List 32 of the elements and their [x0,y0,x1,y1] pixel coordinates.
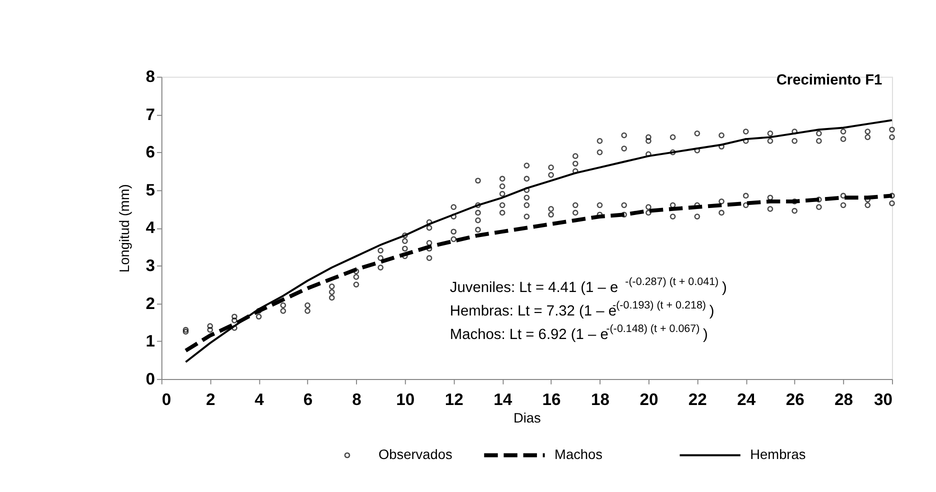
x-tick-label: 12 [444,390,464,409]
x-tick-label: 22 [688,390,707,409]
legend-label: Machos [554,447,603,462]
y-tick-label: 2 [146,294,156,313]
x-tick-label: 28 [834,390,854,409]
x-tick-label: 10 [396,390,415,409]
x-tick-label: 6 [303,390,313,409]
x-tick-label: 16 [542,390,561,409]
x-tick-label: 14 [494,390,513,409]
x-tick-label: 20 [640,390,658,409]
x-axis-title: Dias [513,410,542,426]
legend-label: Observados [378,447,452,462]
x-tick-label: 18 [590,390,610,409]
y-axis-title: Longitud (mm) [117,184,132,272]
legend-label: Hembras [750,447,806,462]
x-tick-label: 26 [786,390,804,409]
y-tick-label: 5 [146,180,156,200]
y-tick-label: 4 [146,218,156,238]
y-tick-label: 0 [146,369,156,388]
chart-title: Crecimiento F1 [776,72,882,89]
x-tick-label: 4 [254,390,265,409]
x-tick-label: 24 [737,390,756,409]
x-tick-label: 0 [162,390,172,409]
x-tick-label: 2 [206,390,216,409]
x-tick-label: 30 [874,390,892,409]
y-tick-label: 7 [146,104,156,124]
y-tick-label: 1 [146,332,156,351]
y-tick-label: 6 [146,142,156,162]
y-tick-label: 8 [146,67,156,86]
annotation: Juveniles: Lt = 4.41 (1 – e-(-0.287) (t + 0.041)) [450,276,727,296]
x-tick-label: 8 [352,390,362,409]
y-tick-label: 3 [146,256,156,276]
